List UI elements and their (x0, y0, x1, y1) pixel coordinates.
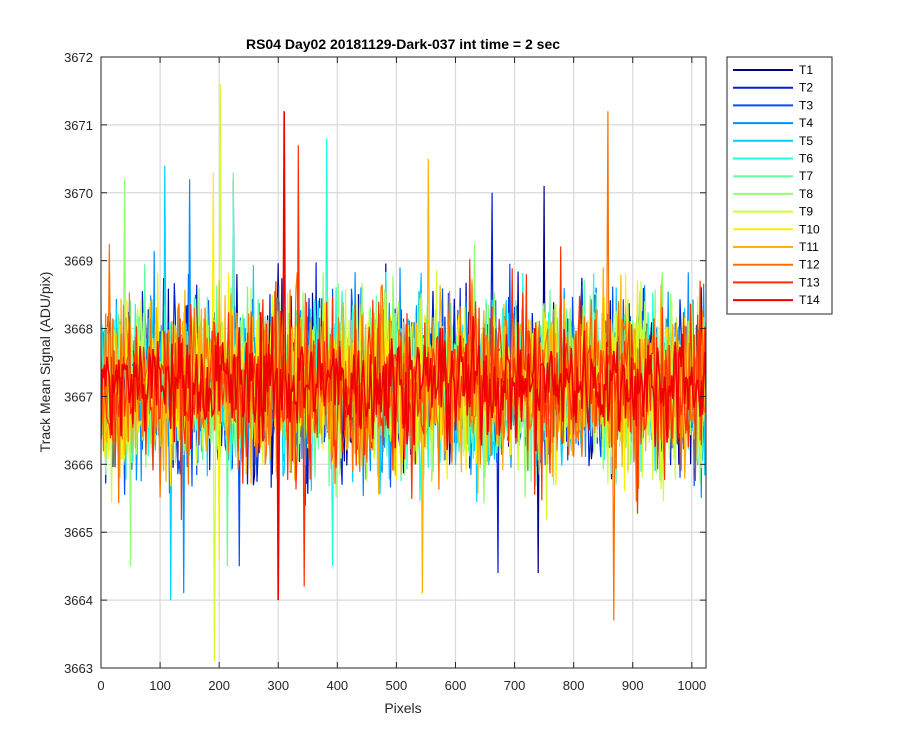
y-tick-label: 3669 (64, 254, 93, 269)
y-tick-label: 3665 (64, 525, 93, 540)
y-tick-label: 3672 (64, 50, 93, 65)
legend-label-t9: T9 (799, 205, 813, 219)
x-axis-label: Pixels (384, 700, 421, 716)
x-tick-label: 900 (622, 678, 644, 693)
chart-title: RS04 Day02 20181129-Dark-037 int time = … (246, 36, 560, 52)
x-tick-label: 700 (504, 678, 526, 693)
legend-label-t4: T4 (799, 116, 813, 130)
legend-label-t8: T8 (799, 187, 813, 201)
legend-label-t10: T10 (799, 222, 820, 236)
legend-label-t1: T1 (799, 63, 813, 77)
plot-frame (100, 56, 707, 669)
legend-label-t6: T6 (799, 152, 813, 166)
series-group (101, 84, 706, 662)
y-axis-label: Track Mean Signal (ADU/pix) (37, 272, 53, 453)
legend-label-t2: T2 (799, 81, 813, 95)
x-tick-label: 0 (97, 678, 104, 693)
legend-label-t14: T14 (799, 293, 820, 307)
legend-label-t3: T3 (799, 98, 813, 112)
series-line-t14 (101, 111, 706, 601)
y-tick-label: 3671 (64, 118, 93, 133)
y-tick-label: 3663 (64, 661, 93, 676)
x-tick-label: 800 (563, 678, 585, 693)
legend-label-t12: T12 (799, 258, 820, 272)
legend-label-t5: T5 (799, 134, 813, 148)
legend-box (726, 56, 833, 315)
legend: T1 T2 T3 T4 T5 T6 T7 T8 T9 T10 T11 T12 T13 T14 (726, 56, 833, 315)
ticks (100, 56, 706, 669)
legend-label-t11: T11 (799, 240, 819, 254)
x-tick-label: 100 (149, 678, 171, 693)
y-tick-label: 3668 (64, 322, 93, 337)
tick-labels: 0 100 200 300 400 500 600 700 800 900 1000 3663 3664… (64, 50, 706, 693)
x-tick-label: 1000 (677, 678, 706, 693)
y-tick-label: 3670 (64, 186, 93, 201)
legend-label-t7: T7 (799, 169, 813, 183)
x-tick-label: 400 (326, 678, 348, 693)
x-tick-label: 300 (267, 678, 289, 693)
legend-label-t13: T13 (799, 275, 820, 289)
series-line-t13 (101, 145, 706, 587)
x-tick-label: 200 (208, 678, 230, 693)
y-tick-label: 3667 (64, 389, 93, 404)
y-tick-label: 3666 (64, 457, 93, 472)
x-tick-label: 500 (386, 678, 408, 693)
y-tick-label: 3664 (64, 593, 93, 608)
x-tick-label: 600 (445, 678, 467, 693)
